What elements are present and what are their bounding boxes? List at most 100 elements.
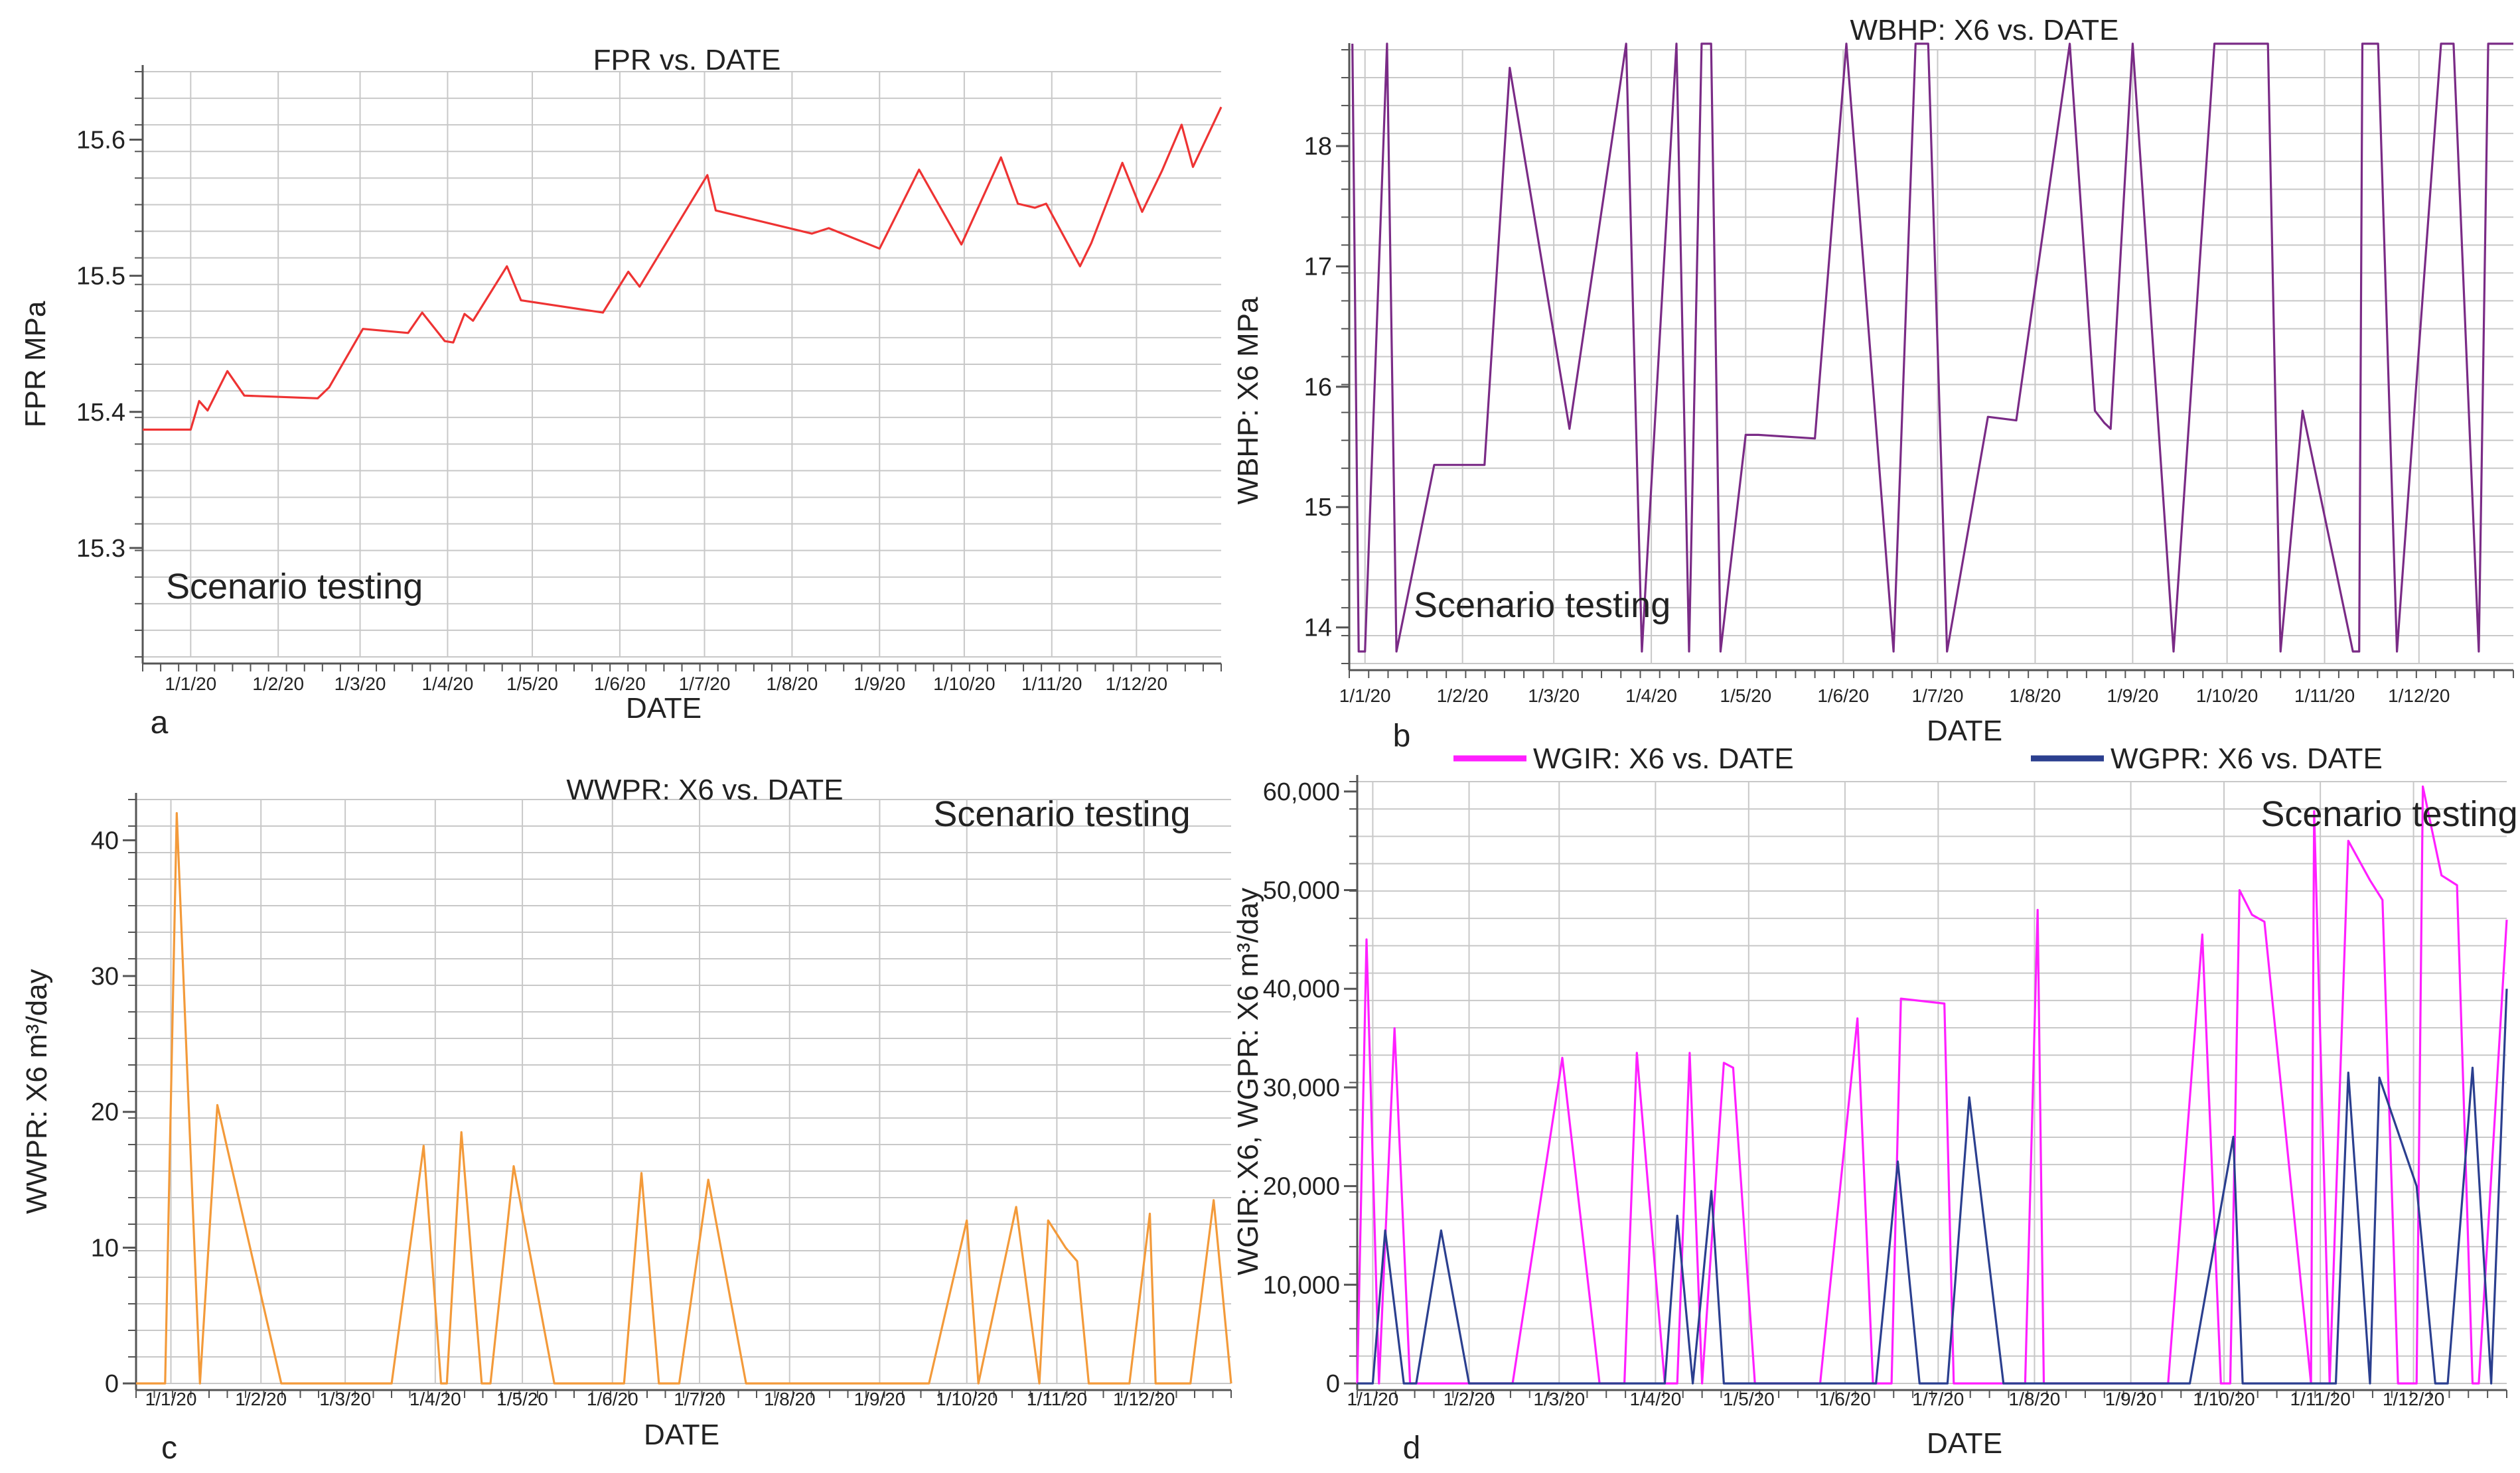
y-tick-label: 60,000 xyxy=(1263,778,1340,806)
x-tick-label: 1/4/20 xyxy=(1629,1389,1681,1409)
x-tick-label: 1/1/20 xyxy=(1339,685,1391,706)
x-tick-label: 1/4/20 xyxy=(421,673,473,694)
x-tick-label: 1/9/20 xyxy=(2107,685,2158,706)
x-tick-label: 1/2/20 xyxy=(1444,1389,1495,1409)
series-line-1 xyxy=(136,811,1232,1385)
panel-letter: b xyxy=(1393,719,1411,754)
x-tick-label: 1/3/20 xyxy=(1533,1389,1585,1409)
x-tick-label: 1/6/20 xyxy=(1819,1389,1871,1409)
y-tick-label: 15.5 xyxy=(76,263,125,291)
x-tick-label: 1/11/20 xyxy=(1027,1389,1087,1409)
x-tick-label: 1/7/20 xyxy=(674,1389,725,1409)
x-tick-label: 1/5/20 xyxy=(1723,1389,1775,1409)
x-tick-label: 1/12/20 xyxy=(1113,1389,1175,1409)
panel-letter: d xyxy=(1403,1431,1421,1466)
legend-label: WGIR: X6 vs. DATE xyxy=(1533,742,1794,775)
x-tick-label: 1/11/20 xyxy=(2294,685,2355,706)
x-tick-label: 1/9/20 xyxy=(853,1389,905,1409)
x-tick-label: 1/3/20 xyxy=(1528,685,1580,706)
y-axis-title: WGIR: X6, WGPR: X6 m³/day xyxy=(1232,888,1264,1275)
x-tick-label: 1/4/20 xyxy=(1625,685,1677,706)
grid xyxy=(1349,49,2513,664)
y-tick-label: 10,000 xyxy=(1263,1271,1340,1299)
x-tick-label: 1/3/20 xyxy=(319,1389,371,1409)
y-tick-label: 15.6 xyxy=(76,127,125,155)
x-tick-label: 1/12/20 xyxy=(2388,685,2450,706)
legend-label: WGPR: X6 vs. DATE xyxy=(2111,742,2383,775)
x-tick-label: 1/5/20 xyxy=(506,673,558,694)
chart-title: FPR vs. DATE xyxy=(593,44,781,76)
y-tick-label: 50,000 xyxy=(1263,877,1340,905)
x-tick-label: 1/1/20 xyxy=(1347,1389,1398,1409)
x-axis-title: DATE xyxy=(1927,715,2002,747)
series-line-1 xyxy=(1356,785,2508,1385)
x-tick-label: 1/10/20 xyxy=(933,673,995,694)
y-tick-label: 14 xyxy=(1304,614,1332,642)
y-axis-title: FPR MPa xyxy=(19,301,52,427)
y-tick-label: 10 xyxy=(91,1234,119,1262)
x-tick-label: 1/8/20 xyxy=(764,1389,816,1409)
scenario-annotation: Scenario testing xyxy=(166,567,423,606)
x-tick-label: 1/2/20 xyxy=(235,1389,287,1409)
y-tick-label: 15 xyxy=(1304,494,1332,522)
y-tick-label: 40 xyxy=(91,827,119,855)
x-tick-label: 1/10/20 xyxy=(2193,1389,2255,1409)
scenario-annotation: Scenario testing xyxy=(2261,794,2517,834)
legend: WGIR: X6 vs. DATE WGPR: X6 vs. DATE xyxy=(1453,742,2383,775)
x-tick-label: 1/3/20 xyxy=(334,673,386,694)
y-tick-label: 15.3 xyxy=(76,535,125,563)
panel-letter: a xyxy=(151,705,169,740)
series-line-1 xyxy=(143,106,1223,431)
y-axis-title: WBHP: X6 MPa xyxy=(1232,297,1264,504)
x-tick-label: 1/6/20 xyxy=(587,1389,638,1409)
panel-a: 15.3 15.4 15.5 15.6 1/1/20 1/2/20 1/3/20 1/4/20… xyxy=(19,44,1223,740)
y-tick-label: 40,000 xyxy=(1263,975,1340,1003)
x-tick-label: 1/10/20 xyxy=(2196,685,2258,706)
y-tick-label: 20,000 xyxy=(1263,1173,1340,1201)
x-axis-title: DATE xyxy=(626,692,702,725)
y-tick-label: 0 xyxy=(105,1370,119,1398)
grid xyxy=(143,71,1221,658)
x-tick-label: 1/2/20 xyxy=(252,673,304,694)
x-tick-label: 1/6/20 xyxy=(594,673,646,694)
x-tick-label: 1/11/20 xyxy=(2290,1389,2350,1409)
chart-title: WBHP: X6 vs. DATE xyxy=(1850,14,2118,46)
x-tick-label: 1/8/20 xyxy=(2009,1389,2061,1409)
x-tick-label: 1/4/20 xyxy=(409,1389,461,1409)
x-tick-label: 1/7/20 xyxy=(679,673,731,694)
y-tick-label: 30,000 xyxy=(1263,1074,1340,1102)
x-axis-title: DATE xyxy=(1927,1427,2002,1460)
scenario-annotation: Scenario testing xyxy=(933,794,1190,834)
y-tick-label: 20 xyxy=(91,1099,119,1127)
x-tick-label: 1/1/20 xyxy=(145,1389,197,1409)
x-tick-label: 1/12/20 xyxy=(1106,673,1167,694)
y-tick-label: 18 xyxy=(1304,133,1332,161)
series-line-2 xyxy=(1357,989,2508,1385)
x-axis-title: DATE xyxy=(644,1419,719,1451)
x-tick-label: 1/9/20 xyxy=(853,673,905,694)
x-tick-label: 1/7/20 xyxy=(1912,1389,1964,1409)
y-tick-label: 15.4 xyxy=(76,399,125,427)
grid xyxy=(136,799,1231,1384)
grid xyxy=(1357,781,2507,1384)
x-tick-label: 1/8/20 xyxy=(766,673,818,694)
series-line-1 xyxy=(1351,42,2513,653)
x-tick-label: 1/12/20 xyxy=(2383,1389,2444,1409)
y-tick-label: 30 xyxy=(91,963,119,991)
panel-d: 0 10,000 20,000 30,000 40,000 50,000 60,000 1/1… xyxy=(1232,742,2518,1466)
x-tick-label: 1/1/20 xyxy=(165,673,216,694)
x-tick-label: 1/10/20 xyxy=(936,1389,998,1409)
x-tick-label: 1/5/20 xyxy=(1720,685,1771,706)
panel-c: 0 10 20 30 40 1/1/20 1/2/20 1/3/20 1/4/20 1/5/20 1… xyxy=(21,774,1232,1466)
y-tick-label: 0 xyxy=(1326,1370,1340,1398)
x-tick-label: 1/2/20 xyxy=(1437,685,1489,706)
x-tick-label: 1/9/20 xyxy=(2105,1389,2157,1409)
y-tick-label: 16 xyxy=(1304,374,1332,401)
x-tick-label: 1/8/20 xyxy=(2010,685,2061,706)
scenario-annotation: Scenario testing xyxy=(1414,585,1670,625)
y-tick-label: 17 xyxy=(1304,253,1332,281)
x-tick-label: 1/11/20 xyxy=(1021,673,1082,694)
x-tick-label: 1/5/20 xyxy=(496,1389,548,1409)
x-tick-label: 1/6/20 xyxy=(1817,685,1869,706)
x-tick-label: 1/7/20 xyxy=(1912,685,1964,706)
